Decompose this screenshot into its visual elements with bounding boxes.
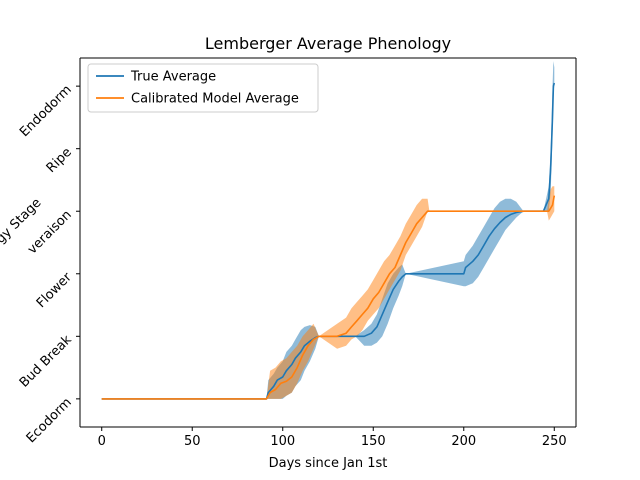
line-true-average <box>101 82 556 400</box>
x-tick-label: 100 <box>270 434 295 449</box>
legend-box <box>87 63 319 113</box>
x-tick-label: 50 <box>184 434 201 449</box>
x-tick-label: 200 <box>451 434 476 449</box>
line-calibrated-model-average <box>101 195 556 400</box>
x-tick-label: 150 <box>361 434 386 449</box>
legend-label-calibrated-model-average: Calibrated Model Average <box>131 92 299 107</box>
x-tick-label: 250 <box>542 434 567 449</box>
legend: True Average Calibrated Model Average <box>87 63 319 113</box>
series-lines <box>101 82 556 400</box>
x-axis-label: Days since Jan 1st <box>269 456 388 471</box>
x-tick-label: 0 <box>98 434 106 449</box>
chart-title: Lemberger Average Phenology <box>205 34 451 53</box>
axes-frame <box>79 57 577 428</box>
x-axis-ticks: 0 50 100 150 200 250 <box>98 427 567 449</box>
legend-label-true-average: True Average <box>130 70 216 85</box>
